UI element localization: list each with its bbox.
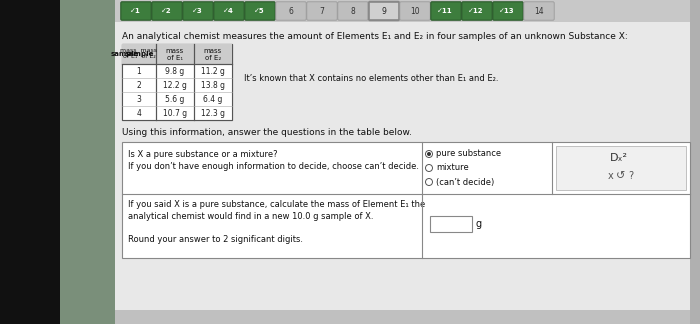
Text: ✓4: ✓4: [223, 8, 233, 14]
Bar: [122, 44, 232, 120]
Text: 7: 7: [320, 6, 324, 16]
Text: 11.2 g: 11.2 g: [201, 66, 225, 75]
Bar: [430, 216, 472, 232]
FancyBboxPatch shape: [307, 2, 337, 20]
Text: x: x: [608, 171, 614, 181]
Circle shape: [426, 151, 433, 157]
FancyBboxPatch shape: [462, 2, 492, 20]
Text: of E₁: of E₁: [167, 55, 183, 61]
Text: 1: 1: [136, 66, 141, 75]
FancyBboxPatch shape: [214, 2, 244, 20]
Bar: [115, 22, 690, 310]
Bar: [60, 0, 115, 324]
Text: ↺: ↺: [616, 171, 626, 181]
FancyBboxPatch shape: [524, 2, 554, 20]
FancyBboxPatch shape: [493, 2, 523, 20]
Text: 4: 4: [136, 109, 141, 118]
Text: 14: 14: [534, 6, 544, 16]
Text: ✓3: ✓3: [192, 8, 202, 14]
Bar: [122, 44, 232, 64]
Text: of E₁  of E₂: of E₁ of E₂: [122, 54, 155, 60]
FancyBboxPatch shape: [121, 2, 151, 20]
Bar: [122, 44, 232, 120]
Text: 8: 8: [351, 6, 356, 16]
Text: 6: 6: [288, 6, 293, 16]
Bar: [556, 146, 686, 190]
Text: 9: 9: [382, 6, 386, 16]
Text: 12.2 g: 12.2 g: [163, 80, 187, 89]
Text: 2: 2: [136, 80, 141, 89]
FancyBboxPatch shape: [276, 2, 306, 20]
Text: ✓5: ✓5: [253, 8, 265, 14]
FancyBboxPatch shape: [430, 2, 461, 20]
Text: ✓11: ✓11: [438, 8, 453, 14]
Text: of E₂: of E₂: [205, 55, 221, 61]
Text: Is X a pure substance or a mixture?
If you don’t have enough information to deci: Is X a pure substance or a mixture? If y…: [128, 150, 419, 171]
Bar: [115, 310, 690, 324]
Text: 3: 3: [136, 95, 141, 103]
Text: If you said X is a pure substance, calculate the mass of Element E₁ the
analytic: If you said X is a pure substance, calcu…: [128, 200, 426, 244]
Text: mass: mass: [166, 48, 184, 54]
Text: mass  mass: mass mass: [120, 49, 158, 53]
Bar: [115, 0, 700, 22]
Circle shape: [426, 179, 433, 186]
Text: ?: ?: [629, 171, 634, 181]
Text: mass: mass: [204, 48, 222, 54]
Text: It’s known that X contains no elements other than E₁ and E₂.: It’s known that X contains no elements o…: [244, 74, 498, 83]
FancyBboxPatch shape: [400, 2, 430, 20]
Circle shape: [426, 165, 433, 171]
Text: 10: 10: [410, 6, 420, 16]
Text: ✓1: ✓1: [130, 8, 141, 14]
Text: g: g: [476, 219, 482, 229]
FancyBboxPatch shape: [183, 2, 214, 20]
Text: 5.6 g: 5.6 g: [165, 95, 185, 103]
Text: ✓2: ✓2: [161, 8, 172, 14]
Text: sample: sample: [111, 51, 139, 57]
Bar: [0, 0, 60, 324]
Text: sample: sample: [125, 51, 154, 57]
Text: mixture: mixture: [436, 164, 469, 172]
Text: ✓12: ✓12: [468, 8, 484, 14]
FancyBboxPatch shape: [152, 2, 182, 20]
Text: 12.3 g: 12.3 g: [201, 109, 225, 118]
Text: ✓13: ✓13: [499, 8, 514, 14]
Bar: [122, 44, 232, 64]
Text: An analytical chemist measures the amount of Elements E₁ and E₂ in four samples : An analytical chemist measures the amoun…: [122, 32, 628, 41]
Text: Dₓ²: Dₓ²: [610, 153, 628, 163]
Bar: [122, 142, 690, 258]
Text: 6.4 g: 6.4 g: [203, 95, 223, 103]
Circle shape: [427, 152, 431, 156]
Text: 10.7 g: 10.7 g: [163, 109, 187, 118]
Bar: [690, 0, 700, 324]
FancyBboxPatch shape: [369, 2, 399, 20]
Text: (can’t decide): (can’t decide): [436, 178, 494, 187]
Text: 9.8 g: 9.8 g: [165, 66, 185, 75]
FancyBboxPatch shape: [245, 2, 275, 20]
Text: pure substance: pure substance: [436, 149, 501, 158]
FancyBboxPatch shape: [338, 2, 368, 20]
Text: Using this information, answer the questions in the table below.: Using this information, answer the quest…: [122, 128, 412, 137]
Text: 13.8 g: 13.8 g: [201, 80, 225, 89]
